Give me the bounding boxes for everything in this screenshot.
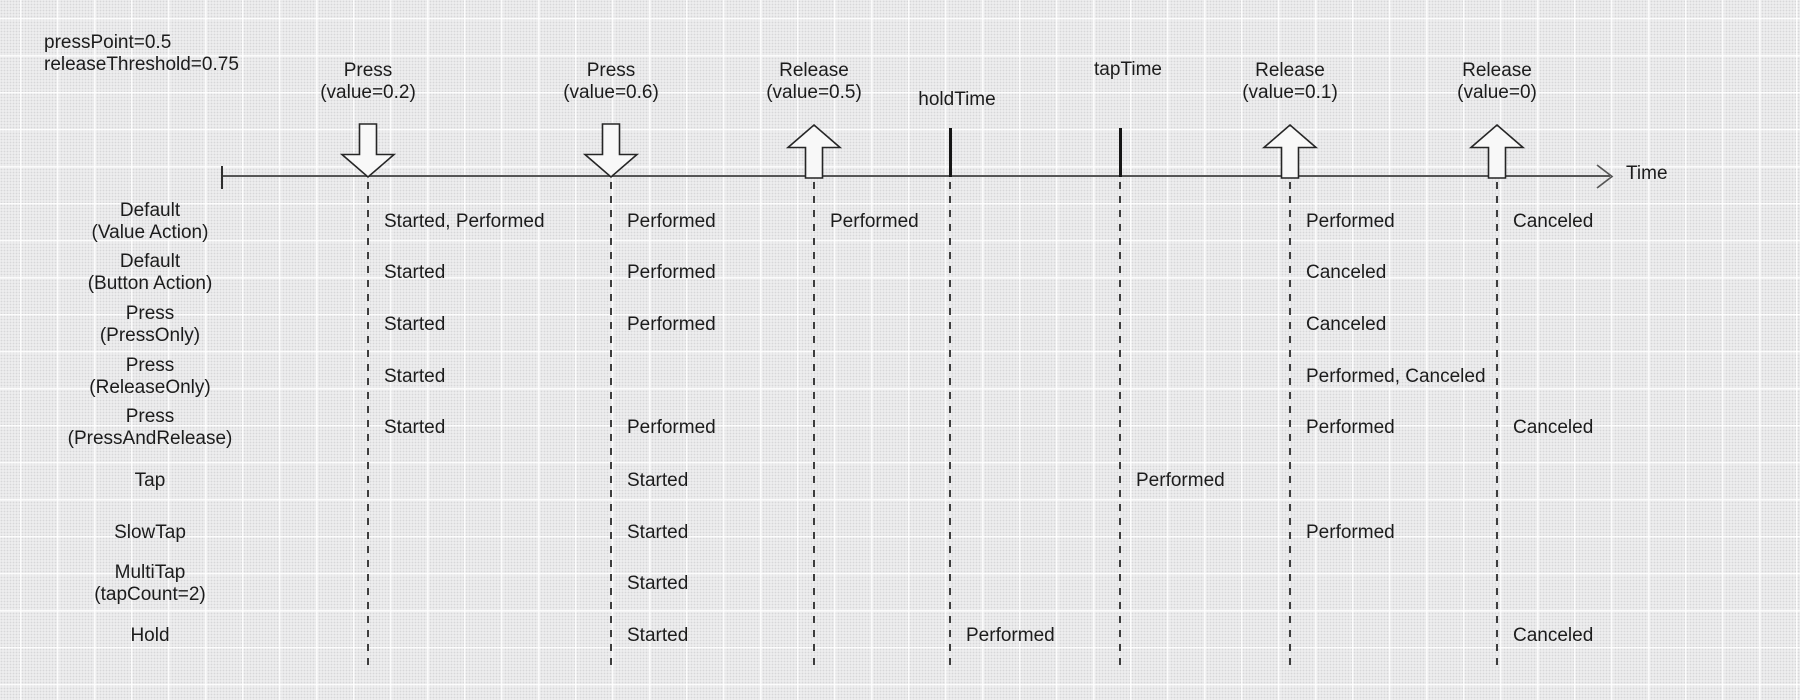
event-label-line: (value=0.2) (320, 81, 416, 103)
guide-line-press-value-0-6 (610, 182, 612, 666)
row-label-tap: Tap (10, 470, 290, 492)
row-label-line: (Button Action) (87, 273, 213, 294)
event-label-line: tapTime (1094, 59, 1162, 80)
guide-line-release-value-0-5 (813, 182, 815, 666)
phase-cell-default-value-action-press-value-0-2: Started, Performed (384, 211, 545, 232)
event-label-line: Release (1255, 60, 1325, 81)
parameters-annotation: pressPoint=0.5 releaseThreshold=0.75 (44, 32, 239, 75)
guide-line-tap-time (1119, 182, 1121, 666)
row-label-line: (ReleaseOnly) (89, 377, 211, 398)
event-label-press-value-0-6: Press (value=0.6) (501, 60, 721, 103)
release-arrow-icon (785, 123, 843, 179)
phase-cell-default-button-action-press-value-0-6: Performed (627, 262, 716, 283)
row-label-line: (Value Action) (91, 222, 209, 243)
phase-cell-multitap-tapcount-2-press-value-0-6: Started (627, 573, 689, 594)
guide-line-hold-time (949, 182, 951, 666)
phase-cell-default-value-action-press-value-0-6: Performed (627, 211, 716, 232)
event-label-line: Press (343, 60, 393, 81)
phase-cell-press-releaseonly-release-value-0-1: Performed, Canceled (1306, 366, 1486, 387)
phase-cell-press-pressandrelease-release-value-0: Canceled (1513, 417, 1594, 438)
event-label-line: (value=0.6) (563, 81, 659, 103)
phase-cell-press-pressandrelease-press-value-0-6: Performed (627, 417, 716, 438)
row-label-multitap-tapcount-2: MultiTap (tapCount=2) (10, 562, 290, 606)
row-label-press-pressonly: Press (PressOnly) (10, 303, 290, 347)
event-label-hold-time: holdTime (847, 89, 1067, 111)
press-arrow-icon (339, 123, 397, 179)
row-label-slowtap: SlowTap (10, 522, 290, 544)
hold-time-tick-icon (949, 128, 952, 177)
row-label-line: SlowTap (114, 522, 186, 543)
guide-line-press-value-0-2 (367, 182, 369, 666)
event-label-line: Press (586, 60, 636, 81)
row-label-line: MultiTap (114, 562, 186, 583)
phase-cell-default-value-action-release-value-0-5: Performed (830, 211, 919, 232)
phase-cell-press-releaseonly-press-value-0-2: Started (384, 366, 446, 387)
release-arrow-icon (1261, 123, 1319, 179)
row-label-line: (PressAndRelease) (67, 428, 233, 449)
phase-cell-slowtap-press-value-0-6: Started (627, 522, 689, 543)
row-label-default-button-action: Default (Button Action) (10, 251, 290, 295)
row-label-line: Default (119, 200, 181, 221)
phase-cell-slowtap-release-value-0-1: Performed (1306, 522, 1395, 543)
row-label-line: Press (125, 406, 175, 427)
time-axis-start-tick (221, 166, 223, 189)
event-label-line: Release (779, 60, 849, 81)
row-label-press-pressandrelease: Press (PressAndRelease) (10, 406, 290, 450)
phase-cell-default-button-action-press-value-0-2: Started (384, 262, 446, 283)
row-label-line: Hold (130, 625, 170, 646)
event-label-line: (value=0.1) (1242, 81, 1338, 103)
event-label-line: Release (1462, 60, 1532, 81)
phase-cell-default-value-action-release-value-0: Canceled (1513, 211, 1594, 232)
phase-cell-tap-tap-time: Performed (1136, 470, 1225, 491)
phase-cell-hold-press-value-0-6: Started (627, 625, 689, 646)
phase-cell-tap-press-value-0-6: Started (627, 470, 689, 491)
row-label-hold: Hold (10, 625, 290, 647)
time-axis-arrowhead-icon (1596, 164, 1614, 189)
row-label-line: (tapCount=2) (94, 584, 206, 605)
phase-cell-press-pressonly-press-value-0-2: Started (384, 314, 446, 335)
event-label-release-value-0: Release (value=0) (1387, 60, 1607, 103)
row-label-line: Press (125, 355, 175, 376)
phase-cell-default-button-action-release-value-0-1: Canceled (1306, 262, 1387, 283)
release-arrow-icon (1468, 123, 1526, 179)
event-label-tap-time: tapTime (1018, 59, 1238, 81)
tap-time-tick-icon (1119, 128, 1122, 177)
phase-cell-press-pressonly-release-value-0-1: Canceled (1306, 314, 1387, 335)
row-label-line: Tap (134, 470, 166, 491)
guide-line-release-value-0-1 (1289, 182, 1291, 666)
time-axis-label: Time (1626, 163, 1668, 184)
guide-line-release-value-0 (1496, 182, 1498, 666)
time-axis-line (222, 175, 1610, 177)
event-label-line: holdTime (918, 89, 996, 110)
event-label-press-value-0-2: Press (value=0.2) (258, 60, 478, 103)
row-label-press-releaseonly: Press (ReleaseOnly) (10, 355, 290, 399)
event-label-release-value-0-1: Release (value=0.1) (1180, 60, 1400, 103)
phase-cell-press-pressandrelease-release-value-0-1: Performed (1306, 417, 1395, 438)
row-label-default-value-action: Default (Value Action) (10, 200, 290, 244)
row-label-line: Press (125, 303, 175, 324)
row-label-line: Default (119, 251, 181, 272)
release-threshold-param: releaseThreshold=0.75 (44, 53, 239, 75)
event-label-release-value-0-5: Release (value=0.5) (704, 60, 924, 103)
press-point-param: pressPoint=0.5 (44, 32, 172, 53)
phase-cell-press-pressandrelease-press-value-0-2: Started (384, 417, 446, 438)
phase-cell-press-pressonly-press-value-0-6: Performed (627, 314, 716, 335)
row-label-line: (PressOnly) (99, 325, 201, 346)
event-label-line: (value=0.5) (766, 81, 862, 103)
event-label-line: (value=0) (1457, 81, 1537, 103)
phase-cell-hold-hold-time: Performed (966, 625, 1055, 646)
phase-cell-default-value-action-release-value-0-1: Performed (1306, 211, 1395, 232)
phase-cell-hold-release-value-0: Canceled (1513, 625, 1594, 646)
press-arrow-icon (582, 123, 640, 179)
